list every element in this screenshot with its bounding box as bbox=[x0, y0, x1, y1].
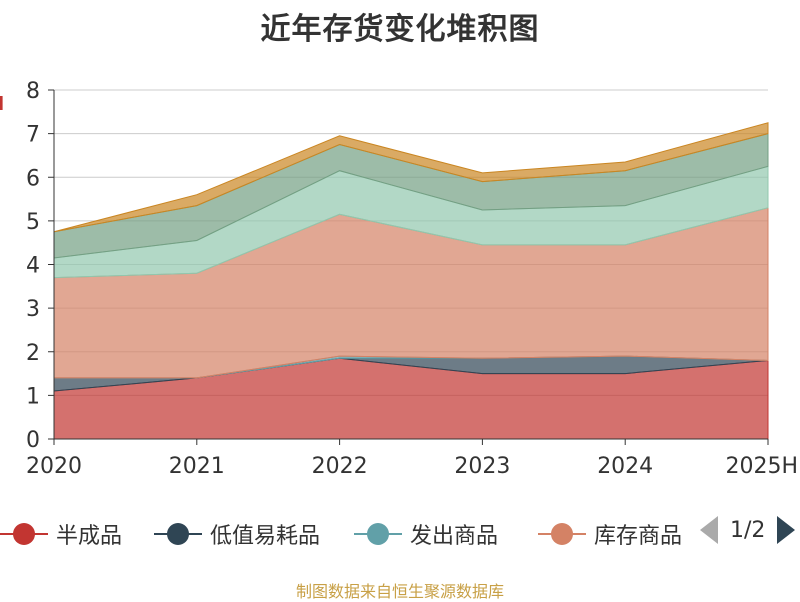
legend-item[interactable]: 库存商品 bbox=[538, 520, 683, 549]
y-tick-label: 0 bbox=[26, 428, 40, 453]
y-tick-label: 5 bbox=[26, 210, 40, 235]
x-tick-label: 2025H bbox=[725, 454, 798, 479]
legend-page-indicator: 1/2 bbox=[730, 517, 766, 543]
stacked-areas bbox=[53, 122, 769, 440]
triangle-right-icon[interactable] bbox=[777, 516, 796, 544]
x-tick-label: 2022 bbox=[312, 454, 368, 479]
y-axis-label-fragment: ▌ bbox=[0, 96, 4, 136]
x-tick-label: 2024 bbox=[597, 454, 653, 479]
chart-title: 近年存货变化堆积图 bbox=[260, 12, 540, 47]
y-tick-label: 6 bbox=[26, 166, 40, 191]
legend: 半成品 低值易耗品 发出商品 库存商品 bbox=[0, 514, 688, 554]
legend-marker-icon bbox=[154, 520, 202, 548]
source-note: 制图数据来自恒生聚源数据库 bbox=[295, 582, 504, 601]
area-band-7 bbox=[53, 122, 769, 233]
x-tick-label: 2023 bbox=[454, 454, 510, 479]
legend-marker-icon bbox=[354, 520, 402, 548]
y-tick-label: 4 bbox=[26, 254, 40, 279]
x-tick-label: 2020 bbox=[26, 454, 82, 479]
y-tick-label: 1 bbox=[26, 384, 40, 409]
axis-labels: 0 1 2 3 4 5 6 7 8 2020 2021 2022 2023 2024 2025H bbox=[26, 79, 798, 479]
legend-marker-icon bbox=[0, 520, 48, 548]
y-tick-label: 7 bbox=[26, 123, 40, 148]
legend-label: 发出商品 bbox=[410, 524, 499, 549]
axes bbox=[48, 89, 769, 445]
legend-label: 库存商品 bbox=[594, 524, 683, 549]
legend-label: 半成品 bbox=[56, 524, 123, 549]
legend-item[interactable]: 低值易耗品 bbox=[154, 520, 321, 549]
legend-pager: 1/2 bbox=[700, 516, 796, 544]
legend-item[interactable]: 半成品 bbox=[0, 520, 123, 549]
legend-marker-icon bbox=[538, 520, 586, 548]
legend-item[interactable]: 发出商品 bbox=[354, 520, 499, 549]
y-tick-label: 2 bbox=[26, 341, 40, 366]
y-tick-label: 8 bbox=[26, 79, 40, 104]
legend-label: 低值易耗品 bbox=[210, 524, 321, 549]
triangle-left-icon[interactable] bbox=[700, 516, 718, 544]
x-tick-label: 2021 bbox=[169, 454, 225, 479]
y-tick-label: 3 bbox=[26, 297, 40, 322]
